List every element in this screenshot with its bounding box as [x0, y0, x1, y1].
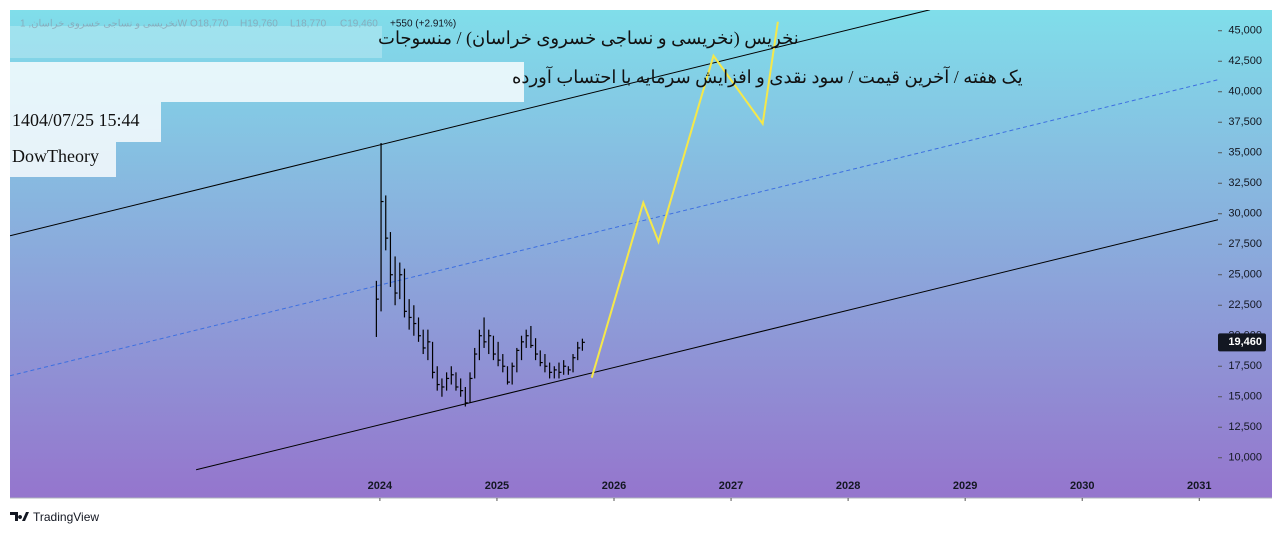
y-tick-label: 17,500: [1228, 360, 1262, 372]
author: DowTheory: [12, 146, 99, 166]
y-tick-label: 30,000: [1228, 208, 1262, 220]
legend-close: C19,460: [340, 19, 378, 30]
grid: 10,00012,50015,00017,50020,00022,50025,0…: [368, 25, 1262, 501]
title-box: [10, 26, 382, 58]
trend-line: [10, 10, 931, 237]
trend-line: [195, 219, 1218, 471]
legend-open: O18,770: [190, 19, 229, 30]
brand: TradingView: [10, 510, 99, 524]
author-box: [10, 142, 116, 177]
plot-area: [10, 10, 1218, 471]
last-price-label: 19,460: [1228, 336, 1262, 348]
y-tick-label: 12,500: [1228, 421, 1262, 433]
overlay: نخریس (نخریسی و نساجی خسروی خراسان) / من…: [10, 19, 1266, 352]
x-tick-label: 2024: [368, 480, 393, 492]
legend-symbol: نخریسی و نساجی خسروی خراسان, 1W: [20, 19, 188, 30]
brand-logo: [10, 512, 29, 521]
x-tick-label: 2029: [953, 480, 977, 492]
y-tick-label: 10,000: [1228, 452, 1262, 464]
datetime-box: [10, 102, 161, 142]
x-tick-label: 2031: [1187, 480, 1211, 492]
trend-line: [10, 79, 1218, 377]
y-tick-label: 40,000: [1228, 86, 1262, 98]
y-tick-label: 45,000: [1228, 25, 1262, 37]
x-tick-label: 2025: [485, 480, 509, 492]
y-tick-label: 15,000: [1228, 391, 1262, 403]
last-price-tag: [1218, 333, 1266, 352]
y-tick-label: 42,500: [1228, 55, 1262, 67]
y-tick-label: 22,500: [1228, 299, 1262, 311]
x-tick-label: 2030: [1070, 480, 1094, 492]
x-tick-label: 2028: [836, 480, 860, 492]
legend-high: H19,760: [240, 19, 278, 30]
subtitle-box: [10, 62, 524, 102]
y-tick-label: 27,500: [1228, 238, 1262, 250]
y-tick-label: 37,500: [1228, 116, 1262, 128]
x-tick-label: 2027: [719, 480, 743, 492]
datetime: 1404/07/25 15:44: [12, 110, 140, 130]
trend-line: [590, 21, 779, 378]
y-tick-label: 35,000: [1228, 147, 1262, 159]
x-tick-label: 2026: [602, 480, 626, 492]
y-tick-label: 32,500: [1228, 177, 1262, 189]
legend-low: L18,770: [290, 19, 327, 30]
brand-name: TradingView: [33, 510, 99, 524]
legend-change: +550 (+2.91%): [390, 19, 456, 30]
y-tick-label: 25,000: [1228, 269, 1262, 281]
subtitle: یک هفته / آخرین قیمت / سود نقدی و افزایش…: [512, 66, 1023, 88]
chart-title: نخریس (نخریسی و نساجی خسروی خراسان) / من…: [378, 28, 799, 49]
